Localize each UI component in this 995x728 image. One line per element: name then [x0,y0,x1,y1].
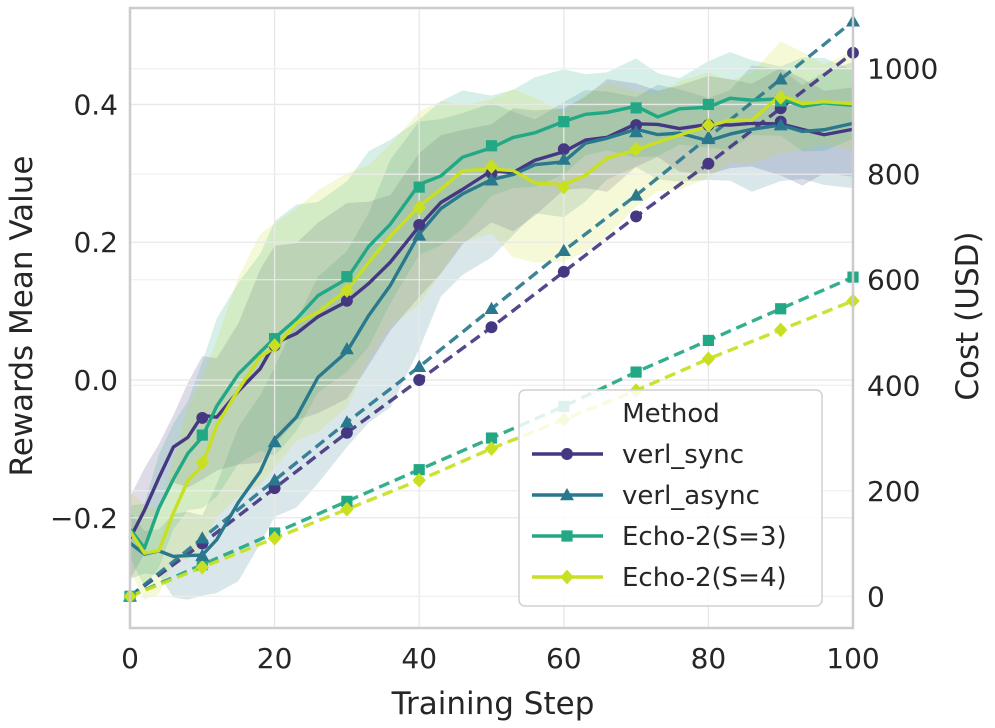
legend-label: verl_async [622,481,760,511]
legend-marker [561,530,573,542]
reward-band [130,41,853,600]
cost-point [773,72,788,85]
reward-point [195,548,210,561]
reward-point [484,159,499,174]
reward-point [412,200,426,216]
cost-point [484,301,499,315]
reward-point [340,283,354,298]
tick-labels: 0 20 40 60 80 100 −0.2 0.0 0.2 0.4 0 200 400 600 800 10… [50,53,938,675]
cost-point [340,501,354,517]
reward-point [267,338,282,353]
legend-entries: verl_sync verl_async Echo-2(S=3) Echo-2(S=4… [532,440,787,593]
cost-point [341,495,353,507]
reward-band [130,62,853,600]
cost-point [267,473,282,486]
reward-point [485,140,498,152]
cost-point [630,366,642,378]
y-right-tick-label: 0 [867,580,885,613]
plot-frame [128,6,855,630]
y-left-tick-label: 0.2 [73,226,118,259]
reward-point [774,90,788,105]
y-left-tick-label: −0.2 [50,502,118,535]
x-tick-label: 80 [691,642,727,675]
y-left-tick-label: 0.0 [73,364,118,397]
cost-point [195,559,209,575]
reward-point [341,271,353,283]
reward-point [701,117,716,133]
cost-point [484,441,499,456]
cost-point [412,359,427,373]
cost-point [774,322,788,338]
reward-point [413,181,425,193]
cost-point [413,374,426,386]
reward-point [558,116,570,128]
x-axis-label: Training Step [391,686,595,722]
legend-marker [560,488,574,501]
cost-point [630,210,643,223]
reward-point [196,411,209,424]
reward-point [412,228,427,241]
y-right-tick-label: 600 [867,264,920,297]
series-markers [123,14,860,604]
cost-point [557,265,570,278]
y-right-tick-label: 400 [867,369,920,402]
x-tick-label: 20 [257,642,293,675]
reward-point [629,125,644,138]
cost-point [701,351,716,367]
x-tick-label: 40 [401,642,437,675]
reward-point [484,173,499,186]
cost-point [485,321,498,334]
reward-point [340,294,353,307]
x-tick-label: 100 [826,642,879,675]
y-right-tick-label: 1000 [867,53,938,86]
reward-point [557,143,570,156]
reward-point [267,435,282,448]
legend: Method verl_sync verl_async Echo-2(S=3) Ech… [518,389,823,607]
legend-box [518,389,823,607]
reward-point [195,455,209,471]
legend-title: Method [622,399,720,429]
x-tick-label: 60 [546,642,582,675]
reward-line [128,121,854,559]
reward-point [773,118,788,131]
legend-label: Echo-2(S=4) [622,563,787,593]
cost-point [702,334,714,347]
cost-point [339,415,354,428]
cost-line [129,299,854,598]
cost-point [775,303,787,315]
reward-point [413,219,426,231]
reward-line [128,96,854,550]
y-right-tick-label: 800 [867,158,920,191]
reward-point [702,98,714,111]
cost-point [195,531,210,544]
cost-point [340,426,353,439]
right-y-axis-label: Cost (USD) [950,231,986,400]
reward-point [339,342,354,355]
legend-marker [561,448,573,460]
legend-label: Echo-2(S=3) [622,522,787,552]
y-right-tick-label: 200 [867,475,920,508]
plot-border [128,6,855,630]
cost-point [267,530,282,546]
x-tick-label: 0 [121,642,139,675]
reward-point [556,152,571,165]
cost-point [485,432,498,444]
left-y-axis-label: Rewards Mean Value [4,156,40,477]
cost-point [629,188,644,201]
reward-point [630,102,642,114]
cost-point [412,472,426,488]
reward-point [557,179,571,195]
reward-line [128,93,854,555]
y-left-tick-label: 0.4 [73,88,118,121]
legend-label: verl_sync [622,440,744,470]
cost-point [702,157,715,170]
cost-point [413,464,425,476]
reward-point [196,429,208,441]
reward-point [701,131,716,145]
reward-point [629,141,643,157]
cost-point [556,243,571,256]
legend-marker [560,569,574,585]
